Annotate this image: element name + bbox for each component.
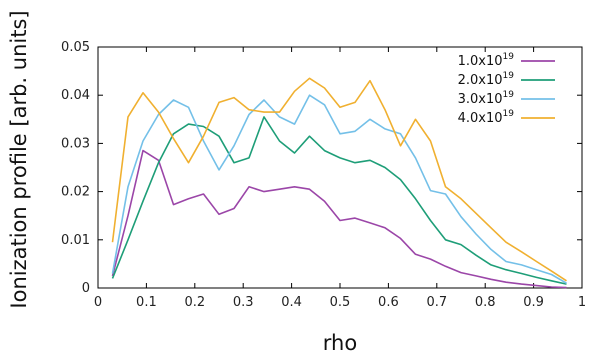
series-line-4 [111, 77, 567, 282]
plot-border [97, 46, 583, 289]
y-tick-label: 0.01 [61, 233, 90, 248]
x-tick-label: 0.1 [136, 295, 157, 310]
legend-label-exponent: 19 [503, 71, 515, 81]
legend-label: 4.0x1019 [458, 109, 515, 126]
series-line-3 [111, 94, 567, 284]
plot-frame [97, 46, 583, 289]
y-tick-label: 0.03 [61, 136, 90, 151]
y-tick-label: 0.05 [61, 40, 90, 55]
x-tick-label: 0 [94, 295, 102, 310]
legend-label-exponent: 19 [503, 90, 515, 100]
legend-entry-3: 3.0x1019 [458, 90, 555, 107]
x-tick-label: 0.9 [523, 295, 544, 310]
legend-label-exponent: 19 [503, 109, 515, 119]
legend-label-base: 4.0x10 [458, 111, 503, 126]
x-tick-label: 0.8 [475, 295, 496, 310]
x-axis-title: rho [323, 331, 357, 355]
series-layer [111, 77, 567, 289]
x-tick-label: 0.6 [378, 295, 399, 310]
legend-label-base: 1.0x10 [458, 54, 503, 69]
x-tick-label: 0.4 [281, 295, 302, 310]
legend-label-exponent: 19 [503, 52, 515, 62]
series-line-2 [111, 116, 567, 285]
x-tick-label: 1 [578, 295, 586, 310]
x-tick-label: 0.7 [426, 295, 447, 310]
x-tick-label: 0.3 [233, 295, 254, 310]
legend-entry-2: 2.0x1019 [458, 71, 555, 88]
y-tick-label: 0.02 [61, 185, 90, 200]
y-tick-label: 0 [82, 281, 90, 296]
legend-label: 1.0x1019 [458, 52, 515, 69]
y-axis-title: Ionization profile [arb. units] [7, 10, 31, 308]
legend-label: 2.0x1019 [458, 71, 515, 88]
series-line-1 [111, 149, 567, 289]
x-tick-label: 0.5 [330, 295, 351, 310]
legend-label: 3.0x1019 [458, 90, 515, 107]
x-tick-label: 0.2 [184, 295, 205, 310]
legend-label-base: 3.0x10 [458, 92, 503, 107]
legend-entry-4: 4.0x1019 [458, 109, 555, 126]
legend-entry-1: 1.0x1019 [458, 52, 555, 69]
axis-ticks: 0 0.1 0.2 0.3 0.4 0.5 0.6 0.7 0.8 0.9 1 0 0.01 0.02 0.… [61, 40, 586, 310]
y-tick-label: 0.04 [61, 88, 90, 103]
legend-label-base: 2.0x10 [458, 73, 503, 88]
